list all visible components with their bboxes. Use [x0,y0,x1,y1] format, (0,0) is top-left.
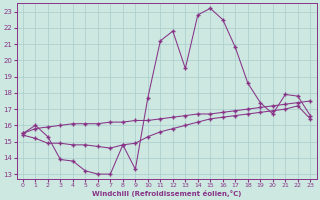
X-axis label: Windchill (Refroidissement éolien,°C): Windchill (Refroidissement éolien,°C) [92,190,241,197]
